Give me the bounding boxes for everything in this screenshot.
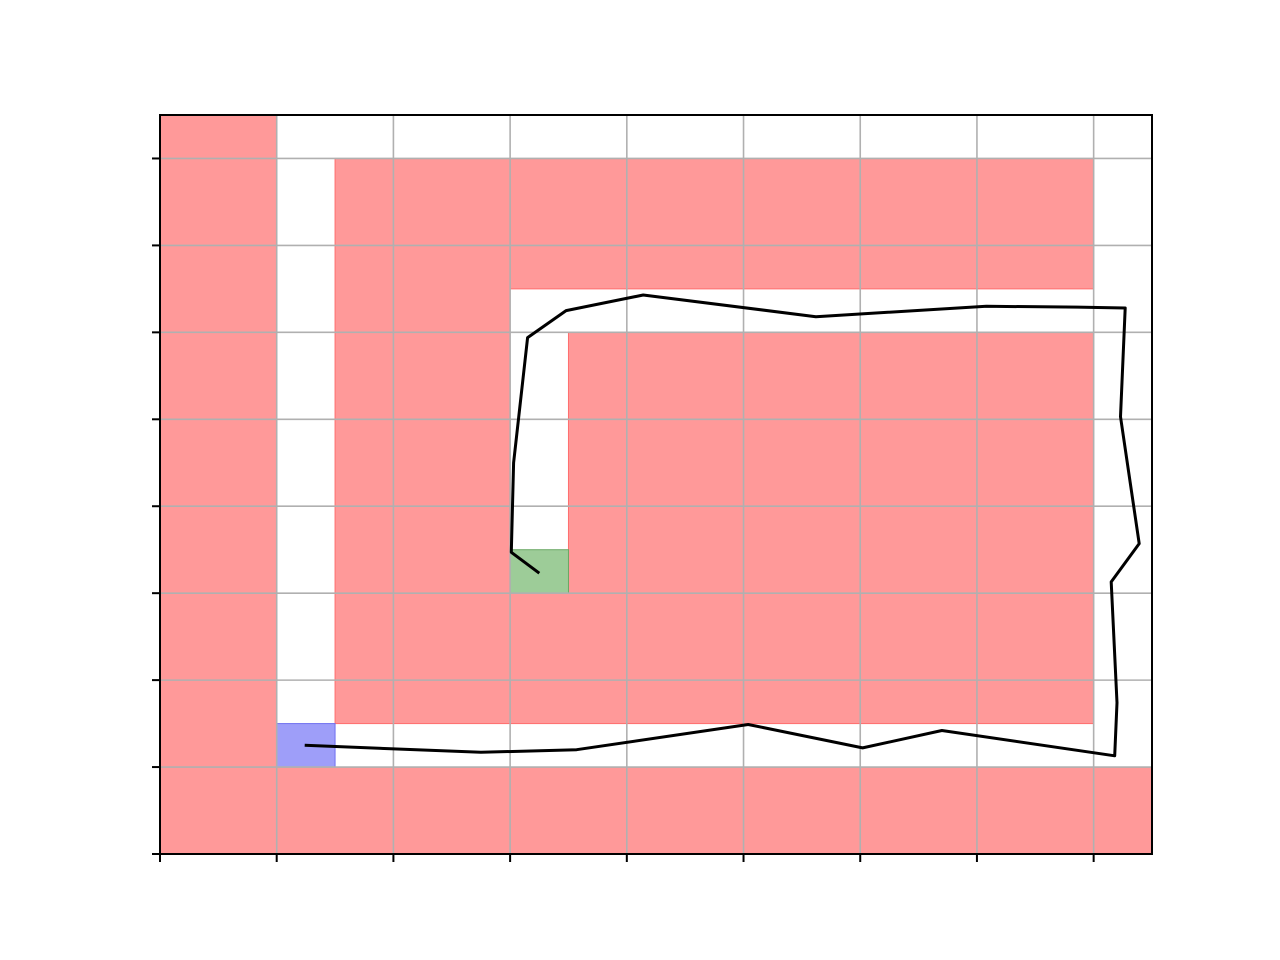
axes-frame <box>159 114 1153 855</box>
obstacle-4 <box>567 331 1095 594</box>
obstacle-5 <box>509 592 1095 725</box>
path-line <box>304 293 1141 758</box>
axes-layer <box>152 114 1153 862</box>
obstacle-3 <box>509 157 1095 290</box>
grid-layer <box>159 115 1152 855</box>
obstacle-2 <box>334 157 511 725</box>
path-layer <box>304 293 1141 758</box>
obstacle-layer <box>159 114 1153 855</box>
obstacle-0 <box>159 114 278 855</box>
obstacle-1 <box>159 766 1153 855</box>
